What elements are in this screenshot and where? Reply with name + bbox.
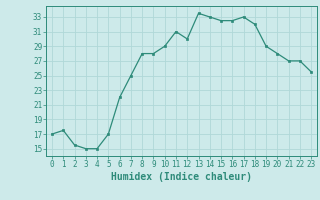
X-axis label: Humidex (Indice chaleur): Humidex (Indice chaleur) xyxy=(111,172,252,182)
